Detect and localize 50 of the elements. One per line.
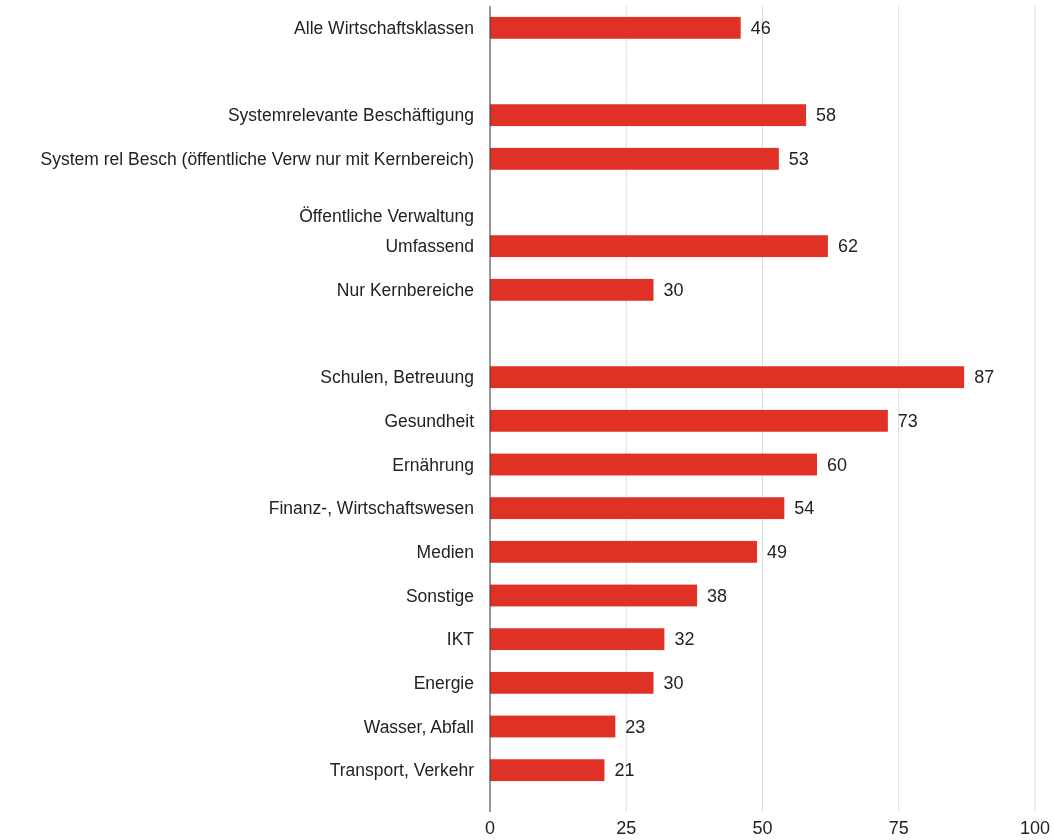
bar	[490, 497, 785, 520]
data-label: 73	[897, 410, 918, 431]
bar	[490, 16, 741, 39]
y-tick-label: Ernährung	[392, 454, 474, 475]
bar	[490, 584, 698, 607]
data-label: 32	[674, 629, 695, 650]
bar	[490, 671, 654, 694]
data-label: 87	[974, 367, 995, 388]
data-label: 54	[794, 498, 815, 519]
bar	[490, 453, 817, 476]
x-tick-label: 50	[752, 818, 773, 838]
y-tick-label: Transport, Verkehr	[329, 760, 475, 781]
bar	[490, 104, 807, 127]
data-label: 53	[788, 148, 809, 169]
y-tick-label: Finanz-, Wirtschaftswesen	[268, 498, 474, 519]
y-tick-label: Energie	[413, 672, 474, 693]
data-label: 23	[625, 716, 646, 737]
y-tick-label: Nur Kernbereiche	[336, 279, 474, 300]
data-label: 60	[827, 454, 848, 475]
y-tick-label: Sonstige	[405, 585, 474, 606]
bar	[490, 235, 828, 258]
y-tick-label: Öffentliche Verwaltung Umfassend	[299, 206, 474, 257]
bar	[490, 759, 605, 782]
y-tick-label: IKT	[446, 629, 475, 650]
bar	[490, 366, 965, 389]
x-tick-label: 100	[1019, 818, 1051, 838]
bar	[490, 540, 758, 563]
x-tick-label: 75	[888, 818, 909, 838]
y-tick-label: Alle Wirtschaftsklassen	[294, 17, 474, 38]
data-label: 46	[750, 17, 771, 38]
data-label: 62	[837, 236, 858, 257]
y-tick-label: System rel Besch (öffentliche Verw nur mit Kernbereich)	[40, 148, 474, 169]
bar	[490, 628, 665, 651]
data-label: 21	[614, 760, 635, 781]
bar	[490, 715, 616, 738]
x-tick-label: 25	[616, 818, 637, 838]
data-label: 58	[816, 105, 837, 126]
bar	[490, 278, 654, 301]
bar	[490, 409, 888, 432]
y-tick-label: Systemrelevante Beschäftigung	[227, 105, 474, 126]
data-label: 30	[663, 672, 684, 693]
data-label: 30	[663, 279, 684, 300]
y-tick-label: Medien	[416, 541, 474, 562]
data-label: 38	[707, 585, 728, 606]
x-tick-label: 0	[484, 818, 496, 838]
data-label: 49	[767, 541, 788, 562]
y-tick-label: Gesundheit	[384, 410, 475, 431]
y-tick-label: Schulen, Betreuung	[320, 367, 474, 388]
bar	[490, 147, 779, 170]
y-tick-label: Wasser, Abfall	[363, 716, 474, 737]
